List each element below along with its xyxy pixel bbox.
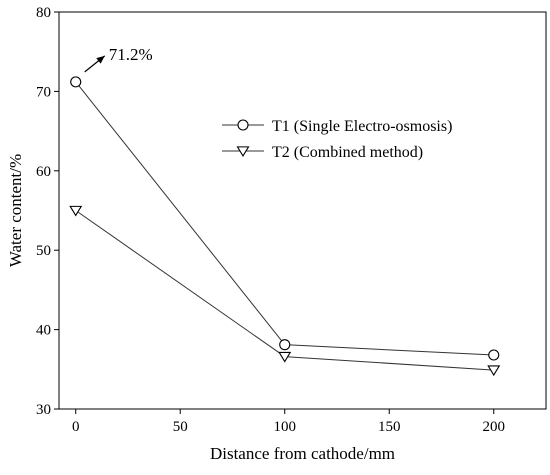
x-tick-label: 150 [378,419,401,435]
x-tick-label: 200 [482,419,505,435]
plot-frame [58,11,547,410]
data-point-1 [70,76,82,88]
legend-marker-1 [237,119,249,131]
annotation-arrow-head [96,55,105,64]
legend-label-1: T1 (Single Electro-osmosis) [272,118,452,135]
x-axis-title: Distance from cathode/mm [210,444,395,463]
annotation-label: 71.2% [109,45,153,64]
legend-label-2: T2 (Combined method) [272,144,423,161]
data-point-1 [279,339,291,351]
y-tick-label: 80 [36,5,51,21]
annotations: 71.2% [84,45,153,73]
legend: T1 (Single Electro-osmosis) T2 (Combined … [222,118,452,161]
data-point-2 [278,351,292,363]
y-tick-label: 40 [36,323,51,339]
y-tick-label: 70 [36,84,51,100]
x-tick-label: 0 [72,419,80,435]
x-tick-label: 100 [273,419,296,435]
data-point-1 [488,349,500,361]
y-axis-title: Water content/% [6,154,25,267]
legend-marker-2 [236,146,250,158]
x-tick-label: 50 [173,419,188,435]
ticks: 0 50 100 150 200 30 40 50 60 70 80 [36,5,505,435]
y-tick-label: 50 [36,243,51,259]
data-point-2 [69,205,83,217]
y-tick-label: 30 [36,402,51,418]
y-tick-label: 60 [36,164,51,180]
data-point-2 [487,365,501,377]
series-group [69,76,501,377]
axes [58,11,547,410]
